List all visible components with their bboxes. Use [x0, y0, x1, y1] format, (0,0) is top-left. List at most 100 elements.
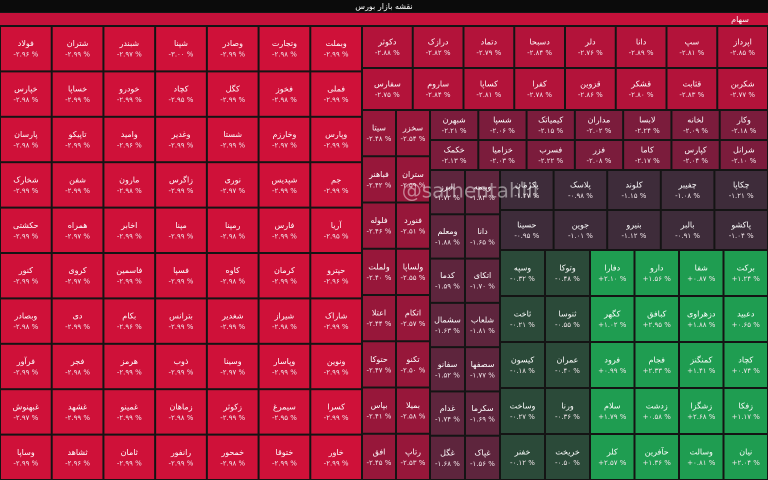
tile: [310, 298, 362, 344]
tile-change: -۱.۷۴ %: [435, 416, 460, 424]
tile-change: -۲.۹۹ %: [117, 414, 142, 422]
tile: [362, 110, 396, 157]
tile-name: کگل: [226, 84, 240, 94]
tile-change: -۲.۸۵ %: [730, 49, 755, 57]
tile-change: -۲.۹۶ %: [117, 142, 142, 150]
tile-name: ثامان: [121, 448, 138, 457]
section-label: سهام: [731, 15, 749, 24]
tile-change: -۰.۱۲ %: [510, 459, 535, 467]
tile: [310, 434, 362, 480]
tile-change: -۲.۹۹ %: [324, 187, 349, 195]
tiles: وبملت -۲.۹۹ % وتجارت -۲.۹۸ % وصادر -۲.۹۹ % شپن…: [0, 26, 768, 480]
tile-change: -۲.۷۸ %: [527, 91, 552, 99]
tile: [465, 258, 500, 303]
tile-name: چکاپا: [733, 181, 750, 190]
tile-name: وخارزم: [272, 130, 296, 139]
tile: [0, 389, 52, 435]
tile-name: قثابت: [682, 80, 701, 89]
tile: [679, 342, 724, 388]
tile: [590, 434, 635, 480]
tile-name: البرز: [439, 183, 455, 192]
tile-change: -۲.۱۷ %: [635, 157, 660, 165]
tile-change: -۲.۵۰ %: [401, 366, 426, 374]
tile: [362, 26, 413, 68]
tile: [310, 207, 362, 254]
tile: [396, 202, 430, 249]
tile-change: -۱.۵۲ %: [435, 371, 460, 379]
tile: [590, 250, 635, 296]
tile-change: -۲.۹۹ %: [117, 459, 142, 467]
tile-name: ثنوسا: [559, 310, 577, 319]
tile-name: کدما: [440, 271, 455, 280]
tile-name: ولساپا: [403, 262, 424, 271]
tile-change: -۲.۰۳ %: [490, 157, 515, 165]
tile-name: وبیمه: [474, 183, 492, 192]
tile-name: ولملت: [368, 262, 390, 271]
tile-change: -۲.۹۹ %: [220, 414, 245, 422]
tile-name: درازک: [428, 38, 449, 47]
tile-name: چفیبر: [677, 181, 696, 190]
tile: [430, 347, 465, 392]
tile-name: شسپا: [493, 116, 512, 125]
tile-change: -۲.۹۹ %: [220, 323, 245, 331]
tile-name: خودرو: [118, 85, 139, 94]
tile-change: +۰.۶۵ %: [732, 321, 761, 329]
tile: [634, 388, 679, 434]
tile-change: +۲.۰۴ %: [732, 459, 761, 467]
tile: [500, 388, 545, 434]
tile-change: -۲.۹۸ %: [169, 414, 194, 422]
tile-name: سیمرغ: [273, 402, 296, 411]
tile-change: -۲.۱۵ %: [538, 127, 563, 135]
tile: [155, 389, 207, 435]
tile-change: -۲.۹۹ %: [169, 232, 194, 240]
tile-change: -۲.۹۷ %: [272, 142, 297, 150]
tile-change: +۱.۱۷ %: [732, 413, 761, 421]
tile-name: تاپیکو: [68, 130, 87, 139]
tile-name: پکرمان: [515, 181, 539, 190]
tile-change: -۲.۹۸ %: [272, 51, 297, 59]
tile-name: دزهراوی: [687, 310, 716, 319]
tile-change: -۲.۹۷ %: [65, 278, 90, 286]
tile: [623, 110, 672, 140]
tile: [155, 162, 207, 208]
tile: [465, 347, 500, 392]
tile-change: -۲.۹۹ %: [65, 96, 90, 104]
tile: [634, 434, 679, 480]
tile-name: دانا: [636, 38, 647, 47]
tile-change: -۱.۲۷ %: [514, 192, 539, 200]
tile-change: +۰.۸۱ %: [687, 459, 716, 467]
tile-change: +۲.۳۳ %: [643, 367, 672, 375]
tile: [362, 202, 396, 249]
tile: [671, 140, 720, 170]
tile-change: -۳.۰۰ %: [169, 51, 194, 59]
tile-change: -۲.۰۸ %: [587, 157, 612, 165]
tile-name: کپارس: [684, 146, 706, 155]
tile: [719, 110, 768, 140]
tile-name: دفارا: [604, 264, 620, 273]
tile: [500, 434, 545, 480]
tile-name: وسینا: [224, 357, 242, 366]
tile: [362, 387, 396, 434]
tile-name: دسبحا: [529, 38, 550, 47]
tile-change: -۲.۸۲ %: [426, 49, 451, 57]
tile: [362, 341, 396, 388]
tile-name: همراه: [68, 221, 88, 230]
tile-change: -۱.۵۹ %: [435, 283, 460, 291]
tile-change: -۲.۷۹ %: [476, 49, 501, 57]
tile: [103, 253, 156, 299]
tile-name: غدام: [440, 404, 456, 413]
tile: [0, 116, 52, 163]
tile: [719, 140, 768, 170]
tile: [723, 434, 768, 480]
tile: [51, 389, 104, 435]
tile-change: -۲.۵۹ %: [401, 181, 426, 189]
tile-name: اتکام: [405, 309, 421, 318]
tile-name: نوری: [224, 175, 240, 184]
tile: [206, 162, 259, 208]
header-bar: [0, 0, 768, 12]
tile-name: کنور: [18, 266, 33, 275]
tile-name: افق: [373, 447, 386, 456]
tile-name: کیمیاتک: [538, 116, 563, 125]
tile-name: خریخت: [555, 448, 580, 457]
tile-change: -۲.۱۰ %: [731, 157, 756, 165]
